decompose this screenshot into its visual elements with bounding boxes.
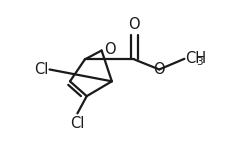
Text: O: O — [153, 62, 165, 77]
Text: O: O — [104, 42, 115, 57]
Text: 3: 3 — [196, 57, 203, 67]
Text: CH: CH — [185, 51, 206, 66]
Text: O: O — [128, 17, 140, 32]
Text: Cl: Cl — [34, 62, 48, 77]
Text: Cl: Cl — [70, 116, 85, 131]
